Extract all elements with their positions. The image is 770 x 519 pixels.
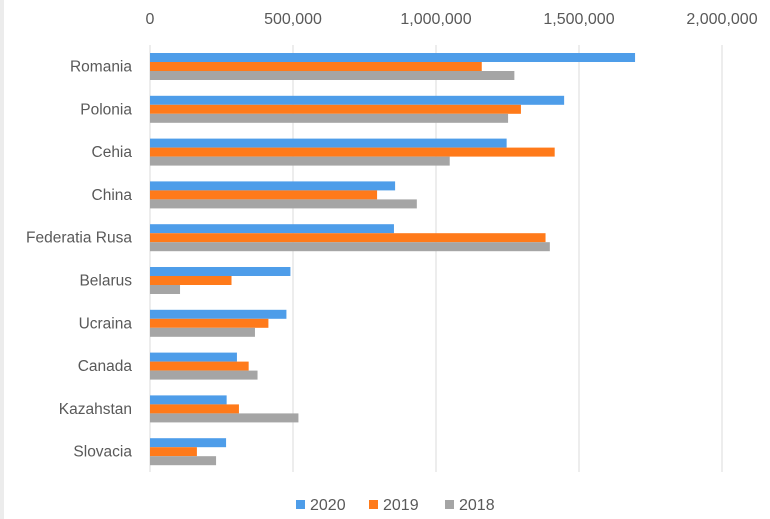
x-axis-tick-labels: 0 500,000 1,000,000 1,500,000 2,000,000 bbox=[146, 11, 758, 28]
bar-2018-federatia-rusa bbox=[150, 242, 550, 252]
bar-2019-slovacia bbox=[150, 447, 197, 457]
bar-2019-canada bbox=[150, 361, 249, 371]
bar-2018-belarus bbox=[150, 285, 181, 294]
x-tick-label: 500,000 bbox=[264, 11, 322, 28]
legend-label: 2018 bbox=[459, 497, 495, 514]
bar-2019-kazahstan bbox=[150, 404, 239, 414]
bar-2020-cehia bbox=[150, 138, 507, 148]
legend: 2020 2019 2018 bbox=[296, 497, 495, 514]
bar-2018-romania bbox=[150, 71, 515, 80]
bar-2020-kazahstan bbox=[150, 395, 227, 405]
bar-2018-ucraina bbox=[150, 327, 255, 337]
y-axis-category-labels: Romania Polonia Cehia China Federatia Rusa Be… bbox=[26, 59, 132, 461]
x-tick-label: 2,000,000 bbox=[686, 11, 757, 28]
bar-2020-china bbox=[150, 181, 396, 191]
category-label: China bbox=[92, 187, 133, 204]
category-label: Ucraina bbox=[79, 315, 133, 332]
bar-2020-romania bbox=[150, 53, 636, 62]
bar-2020-polonia bbox=[150, 95, 565, 105]
category-label: Kazahstan bbox=[59, 401, 132, 418]
category-label: Federatia Rusa bbox=[26, 230, 132, 247]
bar-2018-cehia bbox=[150, 156, 450, 166]
bar-2019-belarus bbox=[150, 276, 232, 285]
legend-swatch bbox=[445, 500, 454, 509]
bar-2018-kazahstan bbox=[150, 413, 299, 423]
bar-2020-federatia-rusa bbox=[150, 224, 394, 234]
legend-label: 2019 bbox=[383, 497, 419, 514]
x-tick-label: 0 bbox=[146, 11, 155, 28]
bar-2020-ucraina bbox=[150, 309, 287, 319]
category-label: Canada bbox=[78, 358, 133, 375]
bar-2019-cehia bbox=[150, 147, 555, 157]
category-label: Romania bbox=[70, 59, 132, 76]
bar-2019-ucraina bbox=[150, 318, 269, 328]
bar-2019-polonia bbox=[150, 104, 521, 114]
bar-2018-slovacia bbox=[150, 456, 217, 466]
bar-2019-federatia-rusa bbox=[150, 233, 546, 243]
x-tick-label: 1,000,000 bbox=[400, 11, 471, 28]
bar-2020-slovacia bbox=[150, 438, 227, 448]
bar-2018-polonia bbox=[150, 113, 509, 123]
category-label: Cehia bbox=[92, 144, 133, 161]
bar-2020-canada bbox=[150, 352, 237, 362]
category-label: Belarus bbox=[79, 273, 132, 290]
category-label: Slovacia bbox=[73, 444, 132, 461]
bars bbox=[150, 53, 636, 466]
bar-2019-china bbox=[150, 190, 378, 200]
bar-2020-belarus bbox=[150, 267, 291, 276]
legend-swatch bbox=[369, 500, 378, 509]
legend-swatch bbox=[296, 500, 305, 509]
category-label: Polonia bbox=[80, 101, 132, 118]
left-border bbox=[0, 0, 4, 519]
bar-2018-china bbox=[150, 199, 417, 209]
bar-2018-canada bbox=[150, 370, 258, 380]
legend-label: 2020 bbox=[310, 497, 346, 514]
bar-2019-romania bbox=[150, 62, 482, 71]
x-tick-label: 1,500,000 bbox=[543, 11, 614, 28]
